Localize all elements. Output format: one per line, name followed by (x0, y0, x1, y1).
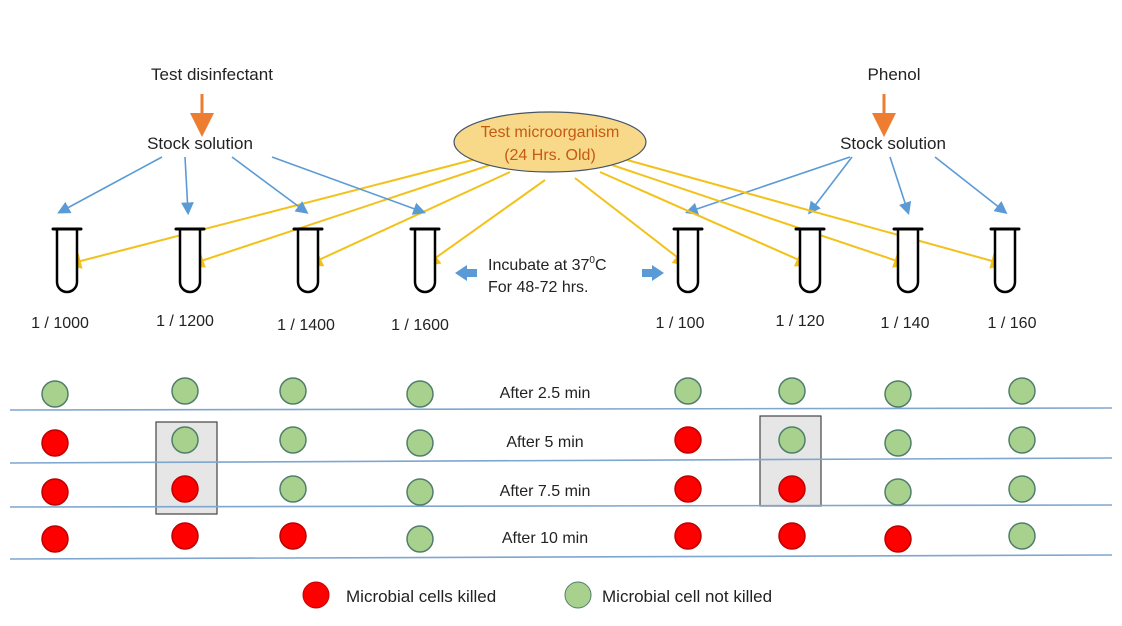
not-killed-cell-marker (1008, 475, 1036, 503)
not-killed-cell-marker (406, 429, 434, 457)
blue-arrow (57, 156, 163, 214)
not-killed-cell-marker (279, 426, 307, 454)
row-divider (9, 457, 1113, 464)
test-tube (892, 227, 924, 294)
dilution-label: 1 / 1000 (31, 315, 89, 332)
test-tube (672, 227, 704, 294)
organism-line2: (24 Hrs. Old) (504, 147, 596, 164)
not-killed-cell-marker (171, 377, 199, 405)
yellow-arrow (65, 157, 481, 269)
blue-arrow (181, 156, 194, 216)
results-grid: After 2.5 min After 5 min After 7.5 min Aft… (9, 377, 1113, 560)
row-time-label: After 10 min (502, 530, 588, 547)
not-killed-cell-marker (171, 426, 199, 454)
row-time-label: After 2.5 min (500, 385, 591, 402)
not-killed-cell-marker (1008, 522, 1036, 550)
phenol-label: Phenol (868, 65, 921, 84)
dilution-label: 1 / 140 (881, 315, 930, 332)
not-killed-cell-marker (41, 380, 69, 408)
killed-cell-marker (41, 429, 69, 457)
blue-arrow (684, 156, 851, 215)
killed-cell-marker (674, 522, 702, 550)
row-divider (9, 554, 1113, 560)
yellow-arrow (306, 171, 511, 267)
yellow-arrow (619, 157, 1007, 269)
test-tube (989, 227, 1021, 294)
test-tubes: 1 / 1000 1 / 1200 1 / 1400 1 / 1600 1 / 100 1… (31, 227, 1037, 334)
arrows-layer (57, 156, 1008, 269)
killed-cell-marker (41, 525, 69, 553)
killed-cell-marker (41, 478, 69, 506)
not-killed-cell-marker (674, 377, 702, 405)
legend-not-killed-label: Microbial cell not killed (602, 587, 772, 606)
blue-arrow (271, 156, 427, 215)
killed-cell-marker (778, 522, 806, 550)
killed-cell-marker (884, 525, 912, 553)
not-killed-cell-marker (406, 478, 434, 506)
not-killed-cell-marker (778, 426, 806, 454)
blue-arrow (231, 156, 309, 214)
row-divider (9, 504, 1113, 508)
dilution-label: 1 / 100 (656, 315, 705, 332)
killed-cell-marker (778, 475, 806, 503)
yellow-arrow (423, 179, 546, 267)
killed-cell-marker (171, 475, 199, 503)
test-tube (292, 227, 324, 294)
yellow-arrow (599, 171, 812, 267)
dilution-label: 1 / 1600 (391, 317, 449, 334)
not-killed-cell-marker (279, 377, 307, 405)
incubate-line2: For 48-72 hrs. (488, 279, 588, 296)
test-disinfectant-label: Test disinfectant (151, 65, 273, 84)
yellow-arrow (574, 177, 690, 267)
killed-cell-marker (171, 522, 199, 550)
killed-cell-marker (279, 522, 307, 550)
not-killed-cell-marker (406, 525, 434, 553)
row-time-label: After 5 min (506, 434, 583, 451)
yellow-arrow (188, 164, 491, 268)
test-tube (794, 227, 826, 294)
legend-killed-label: Microbial cells killed (346, 587, 496, 606)
left-stock-solution-label: Stock solution (147, 134, 253, 153)
not-killed-cell-marker (884, 478, 912, 506)
not-killed-cell-marker (778, 377, 806, 405)
right-arrow-icon (642, 265, 664, 281)
legend-not-killed-icon (564, 581, 592, 609)
row-divider (9, 407, 1113, 411)
not-killed-cell-marker (1008, 426, 1036, 454)
right-stock-solution-label: Stock solution (840, 134, 946, 153)
test-tube (51, 227, 83, 294)
not-killed-cell-marker (1008, 377, 1036, 405)
legend-killed-icon (302, 581, 330, 609)
killed-cell-marker (674, 475, 702, 503)
row-time-label: After 7.5 min (500, 483, 591, 500)
blue-arrow (934, 156, 1008, 214)
dilution-label: 1 / 1200 (156, 313, 214, 330)
dilution-label: 1 / 120 (776, 313, 825, 330)
left-arrow-icon (455, 265, 477, 281)
organism-line1: Test microorganism (481, 124, 620, 141)
dilution-label: 1 / 160 (988, 315, 1037, 332)
test-tube (174, 227, 206, 294)
blue-arrow (808, 156, 853, 215)
not-killed-cell-marker (279, 475, 307, 503)
dilution-label: 1 / 1400 (277, 317, 335, 334)
test-microorganism-ellipse (453, 111, 647, 173)
yellow-arrow (611, 164, 910, 268)
killed-cell-marker (674, 426, 702, 454)
test-tube (409, 227, 441, 294)
blue-arrow (889, 156, 912, 216)
not-killed-cell-marker (884, 429, 912, 457)
incubate-line1: Incubate at 370C (488, 255, 607, 274)
not-killed-cell-marker (406, 380, 434, 408)
not-killed-cell-marker (884, 380, 912, 408)
